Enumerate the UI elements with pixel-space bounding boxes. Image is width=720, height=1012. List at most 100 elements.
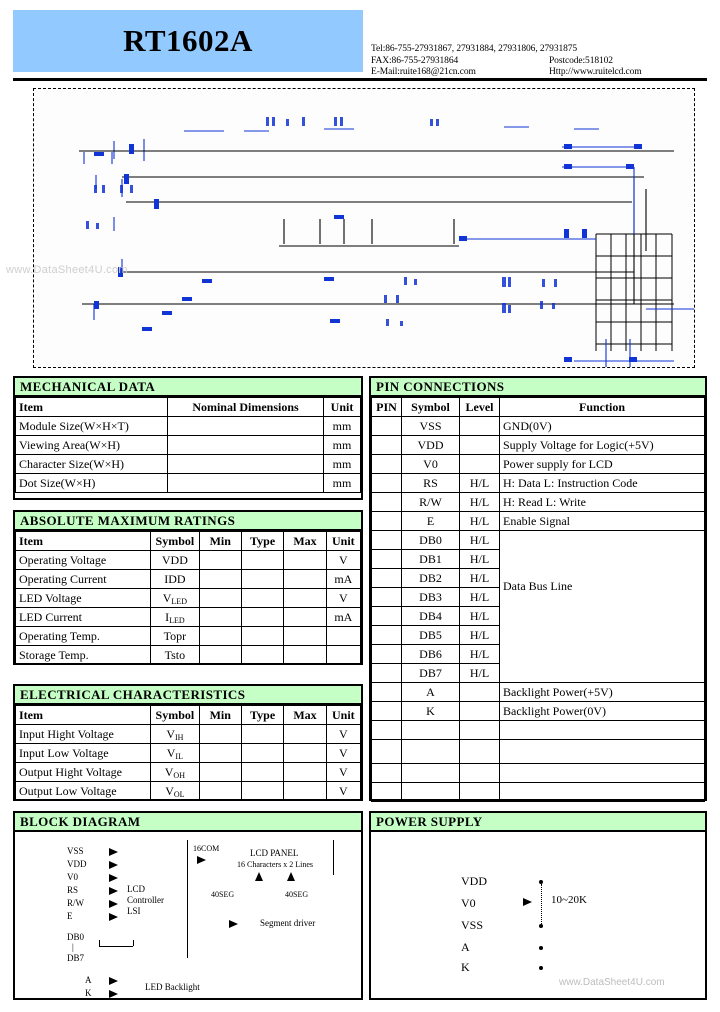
cell-max[interactable] [283,569,327,589]
cell-level[interactable] [459,782,500,802]
cell-pin[interactable] [371,682,402,702]
cell-type[interactable] [240,781,285,801]
cell-symbol: VOH [150,762,200,782]
absolute-maximum-ratings-table: Item Symbol Min Type Max Unit Operating … [14,531,362,665]
cell-symbol[interactable] [401,739,460,764]
cell-pin[interactable] [371,763,402,783]
cell-symbol: VOL [150,781,200,801]
cell-dim[interactable] [167,473,324,493]
cell-pin[interactable] [371,701,402,721]
col-symbol: Symbol [150,531,200,551]
cell-symbol[interactable] [401,782,460,802]
cell-function: H: Data L: Instruction Code [499,473,705,493]
cell-type[interactable] [240,724,285,744]
electrical-characteristics-panel: ELECTRICAL CHARACTERISTICS Item Symbol M… [13,684,363,801]
cell-unit: V [325,550,362,570]
cell-item: Dot Size(W×H) [15,473,168,493]
cell-pin[interactable] [371,473,402,493]
cell-max[interactable] [283,626,327,646]
cell-type[interactable] [240,588,285,608]
electrical-characteristics-table: Item Symbol Min Type Max Unit Input High… [14,705,362,801]
pin-connections-table: PIN Symbol Level Function VSS GND(0V) VD… [371,397,705,802]
cell-type[interactable] [240,645,285,665]
cell-pin[interactable] [371,606,402,626]
ps-pin-k: K [461,960,470,974]
terminal-dot [539,880,543,884]
cell-pin[interactable] [371,782,402,802]
cell-function[interactable] [499,720,705,740]
ps-pin-vss: VSS [461,918,484,932]
arrow-up-icon [287,872,295,881]
cell-min[interactable] [198,588,242,608]
cell-item: Character Size(W×H) [15,454,168,474]
cell-min[interactable] [198,607,242,627]
table-header-row: Item Symbol Min Type Max Unit [14,531,362,551]
cell-symbol[interactable] [401,763,460,783]
cell-level[interactable] [459,739,500,764]
table-row: DB6 H/L [371,644,705,664]
cell-min[interactable] [198,569,242,589]
cell-max[interactable] [283,588,327,608]
cell-max[interactable] [283,550,327,570]
cell-dim[interactable] [167,454,324,474]
cell-symbol: VLED [150,588,200,608]
panel-edge [333,840,334,875]
cell-type[interactable] [240,607,285,627]
table-row: DB5 H/L [371,625,705,645]
cell-pin[interactable] [371,663,402,683]
cell-min[interactable] [198,724,242,744]
cell-max[interactable] [283,724,327,744]
cell-max[interactable] [283,607,327,627]
cell-min[interactable] [198,645,242,665]
cell-min[interactable] [198,550,242,570]
cell-type[interactable] [240,762,285,782]
bus-tick [99,940,100,946]
cell-pin[interactable] [371,739,402,764]
cell-function[interactable] [499,763,705,783]
col-unit: Unit [325,705,362,725]
cell-max[interactable] [283,781,327,801]
cell-level[interactable] [459,763,500,783]
cell-pin[interactable] [371,587,402,607]
cell-pin[interactable] [371,454,402,474]
cell-max[interactable] [283,762,327,782]
cell-dim[interactable] [167,416,324,436]
cell-item: Input Low Voltage [14,743,152,763]
cell-level [459,454,500,474]
mechanical-data-title: MECHANICAL DATA [15,378,361,397]
bus-line [99,946,133,947]
cell-type[interactable] [240,626,285,646]
cell-pin[interactable] [371,720,402,740]
col-min: Min [198,705,242,725]
cell-type[interactable] [240,569,285,589]
cell-pin[interactable] [371,435,402,455]
cell-function[interactable] [499,739,705,764]
cell-pin[interactable] [371,568,402,588]
cell-max[interactable] [283,645,327,665]
cell-type[interactable] [240,550,285,570]
cell-pin[interactable] [371,511,402,531]
bd-seg-left: 40SEG [211,890,235,899]
cell-pin[interactable] [371,492,402,512]
cell-pin[interactable] [371,549,402,569]
terminal-dot [539,966,543,970]
cell-type[interactable] [240,743,285,763]
bd-signal-v0: V0 [67,872,78,882]
cell-min[interactable] [198,626,242,646]
cell-dim[interactable] [167,435,324,455]
terminal-dot [539,924,543,928]
table-row: VSS GND(0V) [371,416,705,436]
cell-max[interactable] [283,743,327,763]
cell-level[interactable] [459,720,500,740]
cell-item: Module Size(W×H×T) [15,416,168,436]
cell-pin[interactable] [371,530,402,550]
cell-pin[interactable] [371,625,402,645]
cell-pin[interactable] [371,416,402,436]
cell-pin[interactable] [371,644,402,664]
cell-min[interactable] [198,781,242,801]
cell-symbol[interactable] [401,720,460,740]
cell-min[interactable] [198,743,242,763]
cell-min[interactable] [198,762,242,782]
cell-function[interactable] [499,782,705,802]
col-unit: Unit [325,531,362,551]
